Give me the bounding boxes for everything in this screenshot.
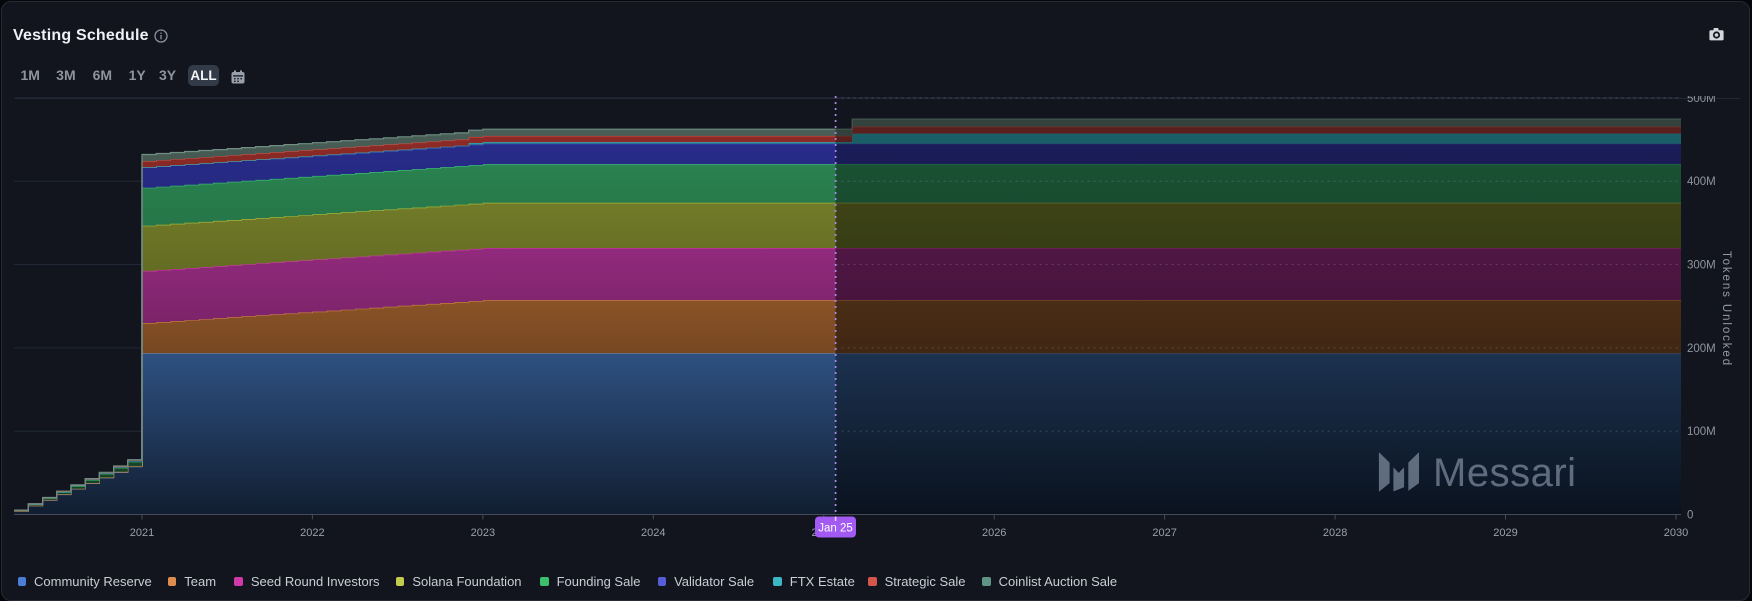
svg-text:2024: 2024 <box>641 527 665 539</box>
svg-text:400M: 400M <box>1687 176 1716 188</box>
svg-text:Tokens Unlocked: Tokens Unlocked <box>1720 251 1732 367</box>
svg-text:2022: 2022 <box>300 527 324 539</box>
svg-text:2021: 2021 <box>130 527 154 539</box>
svg-text:0: 0 <box>1687 510 1693 522</box>
svg-text:2029: 2029 <box>1493 527 1517 539</box>
svg-text:2023: 2023 <box>471 527 495 539</box>
svg-text:2030: 2030 <box>1664 527 1688 539</box>
svg-text:2028: 2028 <box>1323 527 1347 539</box>
svg-text:300M: 300M <box>1687 260 1716 272</box>
svg-text:Messari: Messari <box>1433 451 1577 495</box>
svg-text:200M: 200M <box>1687 343 1716 355</box>
svg-text:500M: 500M <box>1687 93 1716 105</box>
svg-text:2027: 2027 <box>1152 527 1176 539</box>
svg-text:2026: 2026 <box>982 527 1006 539</box>
svg-text:Jan 25: Jan 25 <box>818 523 853 535</box>
svg-text:100M: 100M <box>1687 426 1716 438</box>
